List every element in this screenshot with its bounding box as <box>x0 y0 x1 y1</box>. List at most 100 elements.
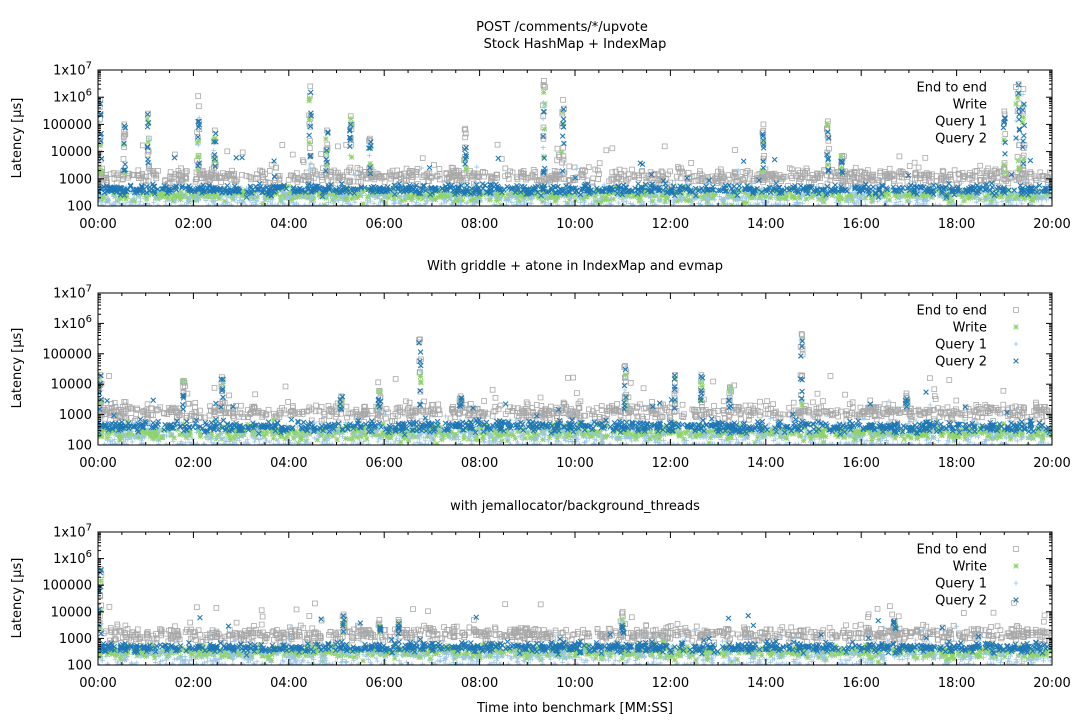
scatter-point <box>898 171 904 177</box>
scatter-point <box>717 194 722 199</box>
scatter-point <box>228 176 234 183</box>
scatter-point <box>620 202 626 206</box>
scatter-point <box>306 116 313 123</box>
scatter-point <box>177 193 183 200</box>
scatter-point <box>820 398 826 404</box>
scatter-point <box>599 195 604 201</box>
scatter-point <box>711 403 717 409</box>
scatter-point <box>307 145 313 151</box>
scatter-point <box>179 183 186 189</box>
scatter-point <box>235 186 241 193</box>
scatter-point <box>192 404 198 410</box>
scatter-point <box>316 187 322 194</box>
y-axis-label: Latency [µs] <box>10 98 25 179</box>
scatter-point <box>982 402 988 408</box>
scatter-point <box>725 202 730 206</box>
scatter-point <box>223 202 229 206</box>
scatter-point <box>1001 108 1008 115</box>
scatter-point <box>783 196 789 202</box>
scatter-point <box>603 197 610 203</box>
scatter-point <box>699 185 705 192</box>
scatter-point <box>574 166 580 171</box>
scatter-point <box>271 189 277 195</box>
scatter-point <box>1015 95 1021 101</box>
scatter-point <box>560 144 566 151</box>
scatter-point <box>972 168 978 175</box>
scatter-point <box>269 197 275 203</box>
scatter-point <box>627 194 633 200</box>
scatter-point <box>133 411 140 417</box>
scatter-point <box>309 193 315 198</box>
scatter-point <box>991 192 998 199</box>
scatter-point <box>289 188 295 195</box>
scatter-point <box>949 198 954 204</box>
y-tick-label: 100000 <box>42 118 92 133</box>
scatter-point <box>936 185 943 192</box>
scatter-point <box>137 199 143 205</box>
scatter-point <box>541 78 547 84</box>
scatter-point <box>308 160 314 166</box>
scatter-point <box>504 191 511 198</box>
scatter-point <box>206 182 212 189</box>
scatter-point <box>320 409 327 416</box>
scatter-point <box>825 167 832 173</box>
scatter-point <box>538 198 544 204</box>
scatter-point <box>685 194 691 200</box>
scatter-point <box>194 140 201 146</box>
data-points <box>98 78 1052 206</box>
scatter-point <box>784 192 790 198</box>
scatter-point <box>1018 193 1025 200</box>
scatter-point <box>272 202 278 206</box>
scatter-point <box>236 191 242 197</box>
scatter-point <box>216 173 223 180</box>
scatter-point <box>225 200 231 205</box>
scatter-point <box>146 165 152 172</box>
scatter-point <box>710 183 716 190</box>
scatter-point <box>1023 197 1029 202</box>
scatter-point <box>194 185 201 191</box>
scatter-point <box>972 173 979 180</box>
scatter-point <box>357 178 364 185</box>
scatter-point <box>413 171 419 178</box>
scatter-point <box>984 181 990 188</box>
scatter-point <box>756 177 762 184</box>
scatter-point <box>450 202 455 206</box>
scatter-point <box>801 192 807 197</box>
scatter-point <box>463 167 469 173</box>
scatter-point <box>405 405 411 412</box>
scatter-point <box>317 194 324 200</box>
scatter-point <box>313 402 319 409</box>
scatter-point <box>160 194 166 200</box>
scatter-point <box>194 157 200 164</box>
scatter-point <box>1016 111 1022 118</box>
scatter-point <box>835 188 842 194</box>
scatter-point <box>243 202 248 206</box>
scatter-point <box>173 171 180 177</box>
scatter-point <box>928 183 934 190</box>
scatter-point <box>888 414 895 421</box>
scatter-point <box>148 405 154 412</box>
scatter-point <box>283 191 289 197</box>
scatter-point <box>325 130 331 136</box>
scatter-point <box>1038 173 1045 180</box>
scatter-point <box>590 408 596 414</box>
scatter-point <box>406 415 413 421</box>
scatter-point <box>928 179 934 186</box>
scatter-point <box>951 167 958 173</box>
scatter-point <box>592 193 598 200</box>
scatter-point <box>565 200 571 206</box>
scatter-point <box>352 172 358 178</box>
scatter-point <box>883 406 890 413</box>
scatter-point <box>541 193 547 199</box>
scatter-point <box>505 171 511 178</box>
scatter-point <box>195 118 201 125</box>
scatter-point <box>491 192 498 198</box>
scatter-point <box>162 178 168 184</box>
scatter-point <box>825 162 831 168</box>
scatter-point <box>289 408 295 414</box>
scatter-point <box>622 195 628 201</box>
scatter-point <box>598 403 605 409</box>
scatter-point <box>195 191 202 198</box>
scatter-point <box>1037 169 1044 176</box>
